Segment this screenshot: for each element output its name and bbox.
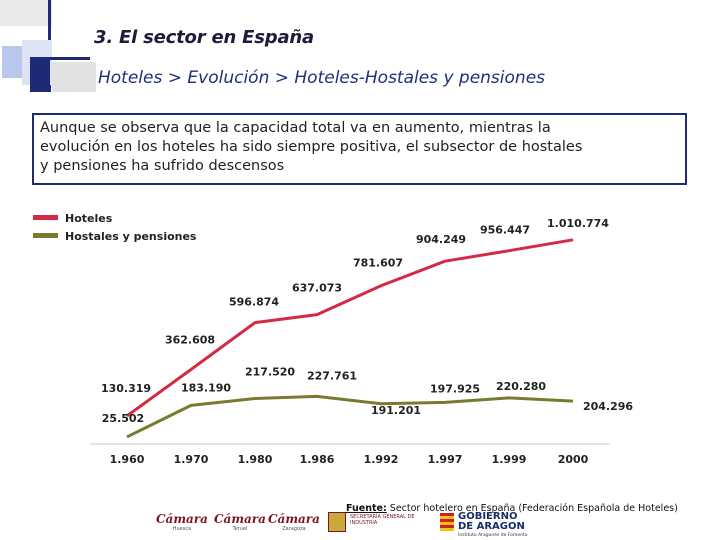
data-label: 220.280 — [496, 380, 546, 393]
camara-teruel-logo: Cámara Teruel — [214, 512, 266, 532]
data-label: 25.502 — [102, 412, 144, 425]
legend-swatch — [33, 215, 58, 220]
x-tick-label: 1.986 — [300, 453, 335, 466]
data-label: 781.607 — [353, 257, 403, 270]
camara-huesca-logo: Cámara Huesca — [156, 512, 208, 532]
summary-line-2: evolución en los hoteles ha sido siempre… — [40, 139, 583, 155]
legend-label: Hoteles — [65, 212, 113, 225]
data-label: 191.201 — [371, 404, 421, 417]
x-tick-label: 1.992 — [364, 453, 399, 466]
data-label: 204.296 — [583, 400, 633, 413]
data-label: 596.874 — [229, 296, 279, 309]
chart-series: 130.319 362.608 596.874 637.073 781.607 904.2… — [101, 217, 633, 439]
data-label: 637.073 — [292, 282, 342, 295]
x-tick-label: 1.999 — [492, 453, 527, 466]
legend-label: Hostales y pensiones — [65, 230, 197, 243]
x-tick-label: 1.960 — [110, 453, 145, 466]
data-label: 130.319 — [101, 382, 151, 395]
data-label: 362.608 — [165, 333, 215, 346]
chart-legend: Hoteles Hostales y pensiones — [33, 212, 197, 243]
line-chart: Hoteles Hostales y pensiones 130.319 362.6… — [33, 212, 633, 466]
data-label: 217.520 — [245, 365, 295, 378]
x-tick-label: 1.997 — [428, 453, 463, 466]
series-line-1 — [126, 394, 574, 439]
summary-line-3: y pensiones ha sufrido descensos — [40, 158, 285, 174]
ministry-logo: SECRETARÍA GENERAL DE INDUSTRIA — [328, 511, 428, 533]
data-label: 183.190 — [181, 381, 231, 394]
x-axis-ticks: 1.960 1.970 1.980 1.986 1.992 1.997 1.999 2000 — [110, 453, 589, 466]
corner-decoration — [0, 0, 100, 95]
legend-swatch — [33, 233, 58, 238]
breadcrumb: Hoteles > Evolución > Hoteles-Hostales y… — [98, 68, 546, 88]
data-label: 1.010.774 — [547, 217, 609, 230]
data-label: 956.447 — [480, 224, 530, 237]
series-line-0 — [126, 238, 574, 418]
data-label: 227.761 — [307, 369, 357, 382]
page-title: 3. El sector en España — [94, 27, 314, 48]
x-tick-label: 2000 — [558, 453, 589, 466]
source-note: Fuente: Sector hotelero en España (Feder… — [346, 503, 678, 514]
camara-zaragoza-logo: Cámara Zaragoza — [268, 512, 320, 532]
x-tick-label: 1.980 — [238, 453, 273, 466]
summary-line-1: Aunque se observa que la capacidad total… — [40, 120, 551, 136]
x-tick-label: 1.970 — [174, 453, 209, 466]
data-label: 904.249 — [416, 233, 466, 246]
data-label: 197.925 — [430, 382, 480, 395]
summary-box: Aunque se observa que la capacidad total… — [32, 113, 687, 185]
gobierno-aragon-logo: GOBIERNO DE ARAGON Instituto Aragonés de… — [440, 510, 530, 538]
